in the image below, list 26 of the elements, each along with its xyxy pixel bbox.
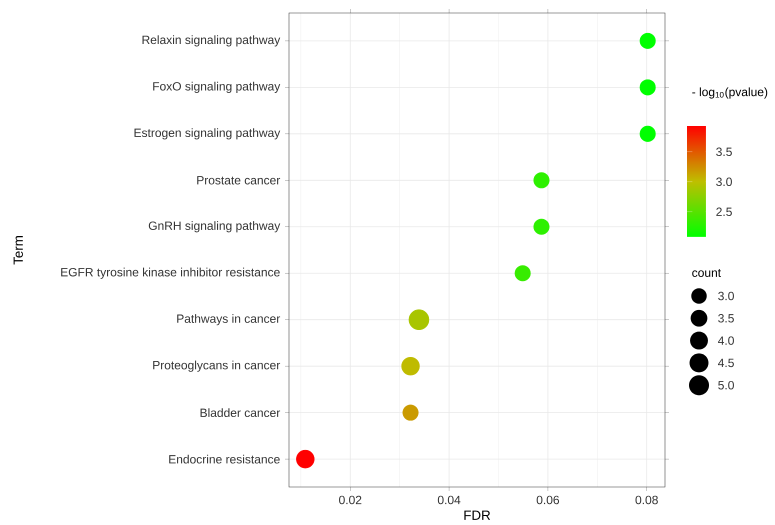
color-bar-label: 2.5 — [716, 208, 732, 216]
x-tick-label: 0.04 — [438, 496, 460, 504]
x-tick-label: 0.08 — [636, 496, 658, 504]
y-axis-title: Term — [14, 236, 23, 265]
color-bar-label: 3.5 — [716, 148, 732, 156]
x-axis-title: FDR — [464, 510, 490, 520]
x-tick-label: 0.06 — [536, 496, 560, 504]
y-tick-label: GnRH signaling pathway — [148, 221, 280, 232]
legend-label: 5.0 — [718, 380, 734, 390]
y-tick-label: Endocrine resistance — [169, 454, 280, 464]
legend-label: 4.0 — [718, 336, 734, 345]
color-bar-title: - log$_{10}$(pvalue) — [692, 87, 768, 99]
y-tick-label: Proteoglycans in cancer — [153, 360, 280, 372]
y-tick-label: Bladder cancer — [200, 408, 280, 418]
y-tick-label: FoxO signaling pathway — [153, 82, 280, 93]
y-tick-label: EGFR tyrosine kinase inhibitor resistance — [61, 268, 280, 279]
y-tick-label: Pathways in cancer — [177, 314, 280, 326]
y-tick-label: Estrogen signaling pathway — [134, 128, 280, 140]
x-tick-label: 0.02 — [339, 496, 362, 504]
legend-title: count — [692, 269, 721, 277]
y-tick-label: Relaxin signaling pathway — [142, 35, 280, 46]
legend-label: 4.5 — [718, 358, 734, 368]
legend-label: 3.0 — [718, 292, 734, 300]
y-tick-label: Prostate cancer — [197, 176, 280, 184]
color-bar-label: 3.0 — [716, 178, 732, 186]
legend-label: 3.5 — [718, 314, 734, 323]
